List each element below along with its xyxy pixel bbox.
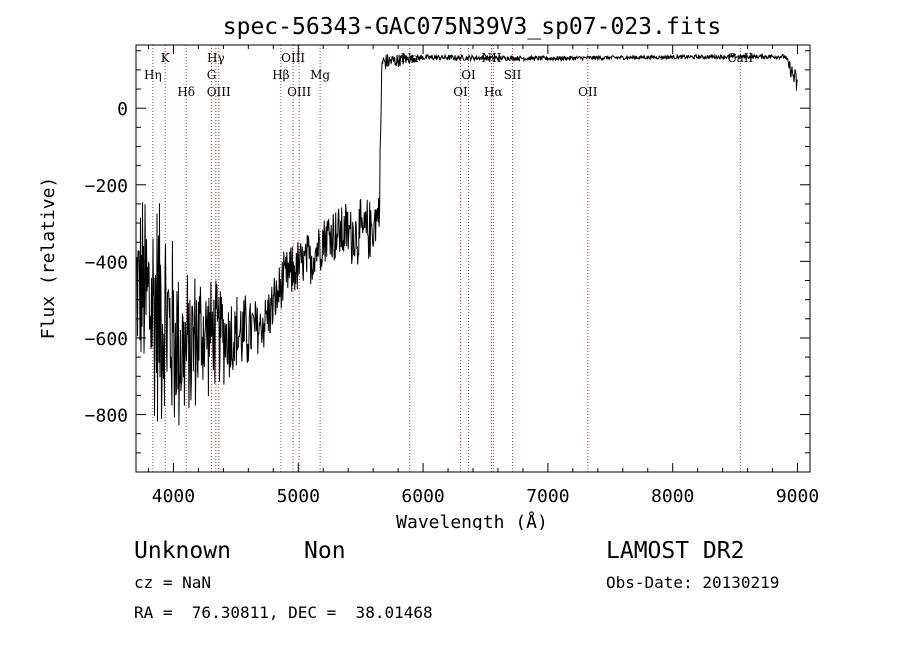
object-class: Unknown [134, 538, 231, 564]
survey-name: LAMOST DR2 [606, 538, 745, 564]
x-tick-label: 6000 [401, 486, 444, 507]
spectrum-chart: spec-56343-GAC075N39V3_sp07-023.fits Hη K… [38, 14, 819, 530]
y-axis-label: Flux (relative) [38, 177, 59, 340]
y-tick-label: −400 [85, 252, 128, 273]
y-axis: 0 −200 −400 −600 −800 [85, 50, 810, 454]
x-axis: 4000 5000 6000 7000 8000 9000 [147, 45, 819, 507]
chart-title: spec-56343-GAC075N39V3_sp07-023.fits [223, 14, 722, 40]
spectrum-line [135, 52, 798, 426]
line-marker-label: OI [461, 68, 476, 82]
x-tick-label: 9000 [776, 486, 819, 507]
x-tick-label: 8000 [651, 486, 694, 507]
y-tick-label: −800 [85, 406, 128, 427]
y-tick-label: 0 [117, 99, 128, 120]
line-marker-label: OI [453, 85, 468, 99]
line-marker-label: Hβ [272, 68, 289, 82]
line-marker-label: SII [504, 68, 522, 82]
line-markers: HηKHδGHγOIIIHβOIIIOIIIMgNaOIOINIIHαSIIOI… [144, 45, 754, 472]
y-tick-label: −600 [85, 329, 128, 350]
line-marker-label: Hγ [207, 51, 225, 65]
redshift-cz: cz = NaN [134, 573, 212, 592]
x-tick-label: 4000 [152, 486, 195, 507]
line-marker-label: OII [578, 85, 598, 99]
object-subclass: Non [304, 538, 346, 564]
line-marker-label: Hδ [177, 85, 195, 99]
line-marker-label: G [207, 68, 217, 82]
line-marker-label: Mg [310, 68, 330, 82]
line-marker-label: Hη [144, 68, 162, 82]
line-marker-label: OIII [287, 85, 311, 99]
line-marker-label: OIII [207, 85, 231, 99]
line-marker-label: OIII [281, 51, 305, 65]
x-axis-label: Wavelength (Å) [396, 511, 548, 530]
y-tick-label: −200 [85, 176, 128, 197]
plot-frame [135, 44, 811, 473]
x-tick-label: 7000 [526, 486, 569, 507]
line-marker-label: NII [481, 51, 501, 65]
x-tick-label: 5000 [277, 486, 320, 507]
sky-coordinates: RA = 76.30811, DEC = 38.01468 [134, 603, 433, 622]
line-marker-label: K [161, 51, 171, 65]
observation-date: Obs-Date: 20130219 [606, 573, 780, 592]
line-marker-label: Hα [484, 85, 503, 99]
